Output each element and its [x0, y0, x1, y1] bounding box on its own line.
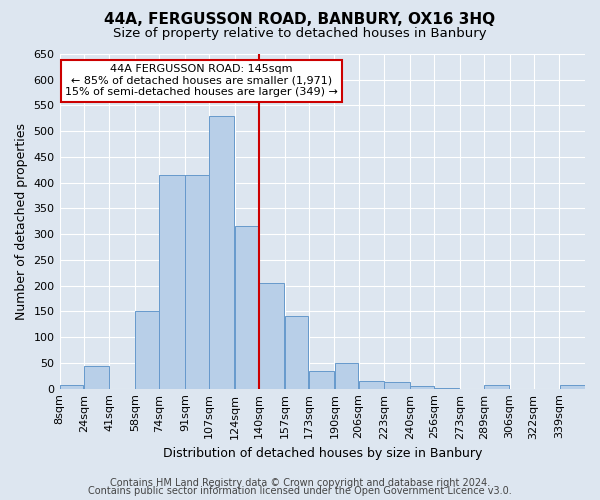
Bar [135, 312, 159, 388]
Bar [285, 316, 308, 388]
Text: 44A, FERGUSSON ROAD, BANBURY, OX16 3HQ: 44A, FERGUSSON ROAD, BANBURY, OX16 3HQ [104, 12, 496, 28]
Bar [410, 386, 434, 388]
Bar [484, 385, 509, 388]
Bar [335, 363, 358, 388]
Text: 44A FERGUSSON ROAD: 145sqm
← 85% of detached houses are smaller (1,971)
15% of s: 44A FERGUSSON ROAD: 145sqm ← 85% of deta… [65, 64, 338, 97]
Bar [385, 382, 410, 388]
Bar [359, 381, 384, 388]
Bar [185, 175, 209, 388]
Bar [560, 384, 585, 388]
Bar [259, 283, 284, 389]
Bar [160, 175, 185, 388]
X-axis label: Distribution of detached houses by size in Banbury: Distribution of detached houses by size … [163, 447, 482, 460]
Text: Contains HM Land Registry data © Crown copyright and database right 2024.: Contains HM Land Registry data © Crown c… [110, 478, 490, 488]
Bar [209, 116, 235, 388]
Y-axis label: Number of detached properties: Number of detached properties [15, 123, 28, 320]
Bar [309, 370, 334, 388]
Bar [60, 384, 83, 388]
Bar [84, 366, 109, 388]
Text: Contains public sector information licensed under the Open Government Licence v3: Contains public sector information licen… [88, 486, 512, 496]
Text: Size of property relative to detached houses in Banbury: Size of property relative to detached ho… [113, 28, 487, 40]
Bar [235, 226, 259, 388]
